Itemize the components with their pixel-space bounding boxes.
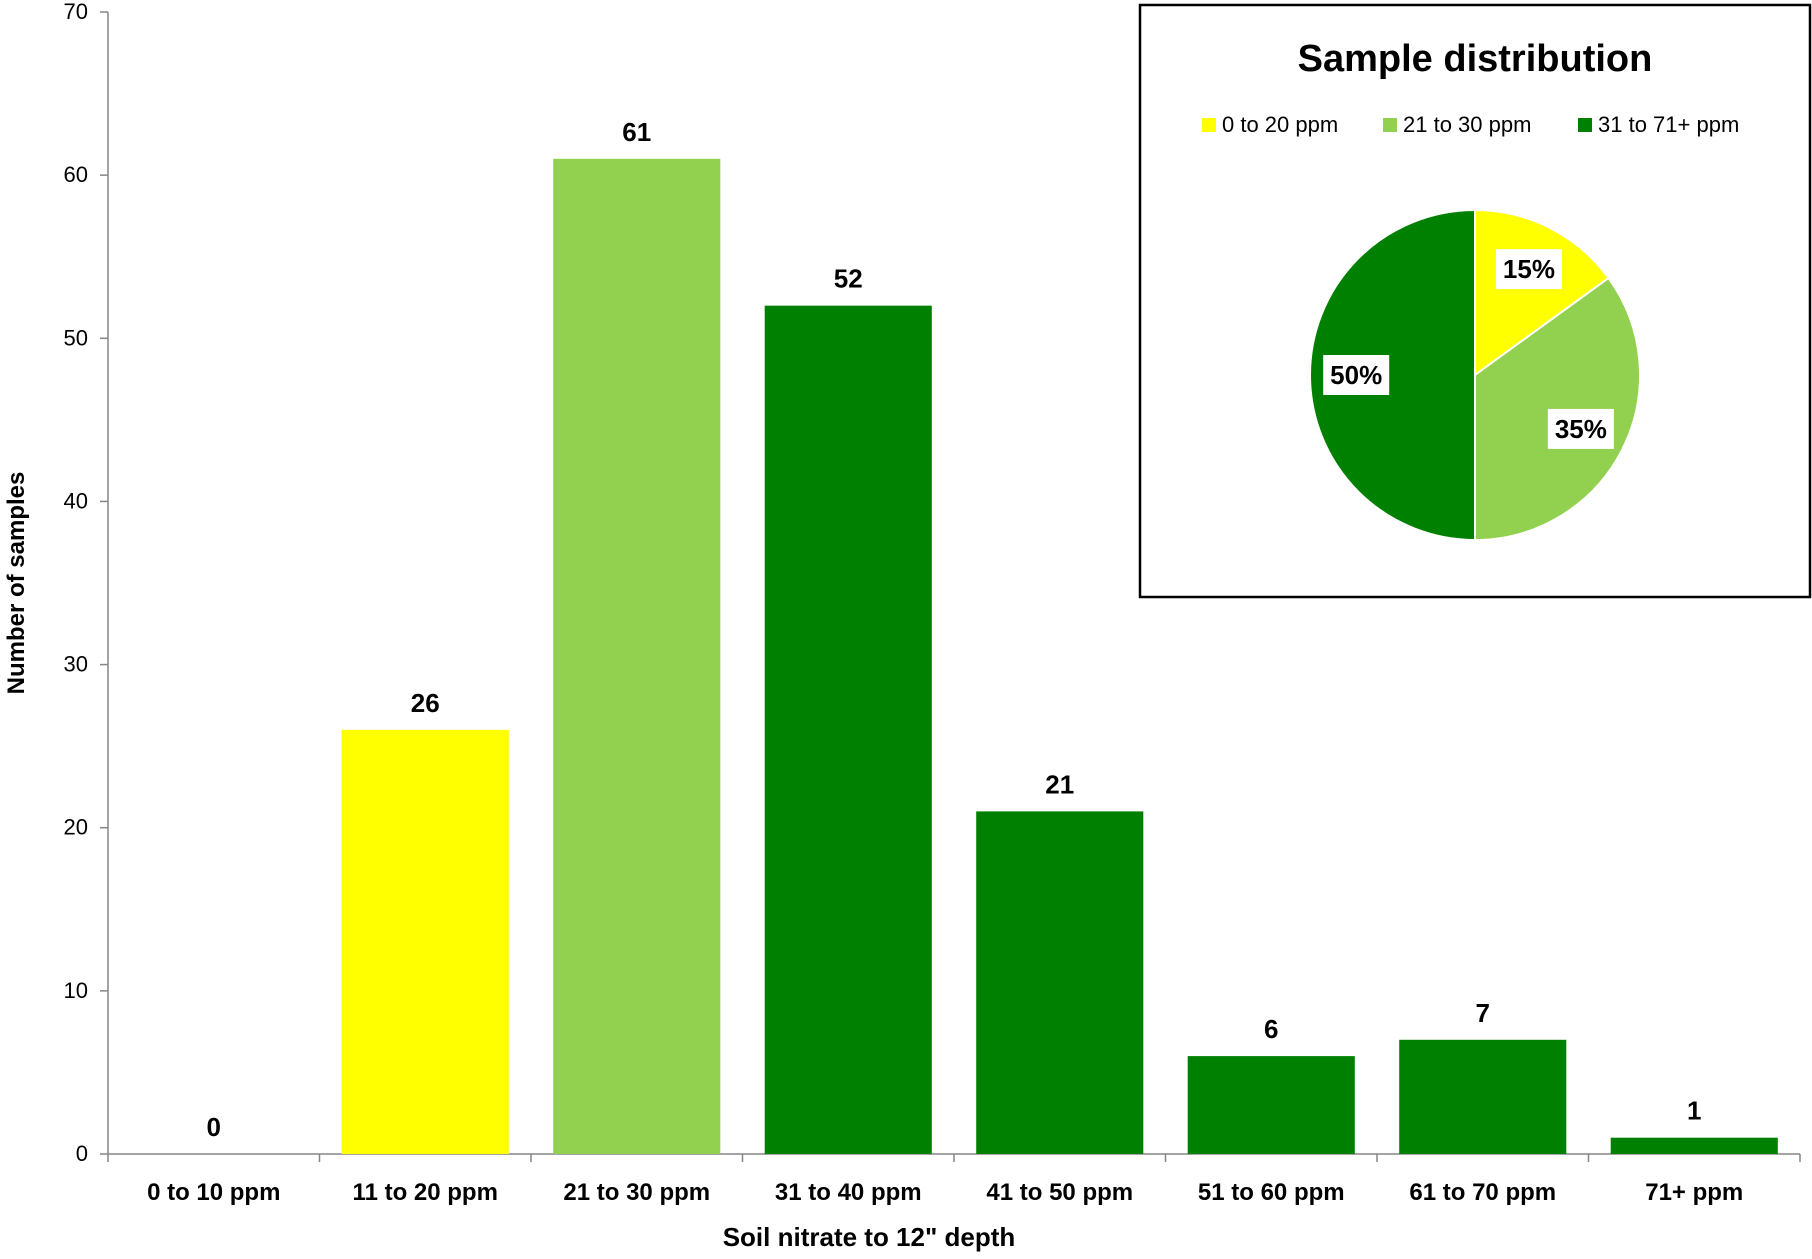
x-tick-label: 61 to 70 ppm bbox=[1409, 1179, 1556, 1206]
legend-swatch bbox=[1202, 118, 1216, 132]
x-tick-label: 0 to 10 ppm bbox=[147, 1179, 280, 1206]
x-tick-label: 31 to 40 ppm bbox=[775, 1179, 922, 1206]
pie-value-label: 35% bbox=[1555, 414, 1607, 444]
pie-inset: Sample distribution 0 to 20 ppm 21 to 30 … bbox=[1138, 3, 1812, 599]
pie-value-label-box bbox=[1323, 355, 1390, 395]
bar-value-label: 0 bbox=[207, 1112, 221, 1142]
pie-value-label: 50% bbox=[1330, 360, 1382, 390]
x-tick-label: 51 to 60 ppm bbox=[1198, 1179, 1345, 1206]
legend-label: 31 to 71+ ppm bbox=[1598, 112, 1739, 137]
legend-swatch bbox=[1383, 118, 1397, 132]
y-tick-label: 70 bbox=[64, 0, 88, 24]
pie-legend: 0 to 20 ppm 21 to 30 ppm 31 to 71+ ppm bbox=[1202, 112, 1739, 137]
y-tick-label: 0 bbox=[76, 1141, 88, 1166]
legend-swatch bbox=[1578, 118, 1592, 132]
y-tick-label: 30 bbox=[64, 652, 88, 677]
legend-label: 21 to 30 ppm bbox=[1403, 112, 1531, 137]
x-tick-label: 21 to 30 ppm bbox=[563, 1179, 710, 1206]
bar bbox=[976, 811, 1144, 1154]
y-tick-label: 20 bbox=[64, 815, 88, 840]
bar bbox=[341, 729, 509, 1154]
y-tick-label: 50 bbox=[64, 325, 88, 350]
pie-value-label-box bbox=[1495, 249, 1562, 290]
bar bbox=[1610, 1137, 1778, 1154]
x-tick-label: 71+ ppm bbox=[1645, 1179, 1743, 1206]
pie-value-label-box bbox=[1547, 408, 1614, 449]
bar-value-label: 26 bbox=[411, 688, 440, 718]
y-tick-label: 60 bbox=[64, 162, 88, 187]
bar-chart: 0 10 20 30 40 50 60 70 0 0 to 10 ppm 26 11 to 20 pp… bbox=[3, 0, 1801, 1252]
x-tick-label: 11 to 20 ppm bbox=[353, 1179, 498, 1206]
bar-value-label: 1 bbox=[1687, 1096, 1701, 1126]
pie-title: Sample distribution bbox=[1298, 38, 1653, 80]
bar-value-label: 7 bbox=[1476, 998, 1490, 1028]
x-axis-title: Soil nitrate to 12" depth bbox=[723, 1222, 1016, 1252]
bar-value-label: 61 bbox=[622, 117, 651, 147]
pie-value-label: 15% bbox=[1503, 254, 1555, 284]
bar-value-label: 52 bbox=[834, 264, 863, 294]
bar-value-label: 6 bbox=[1264, 1014, 1278, 1044]
y-axis-title: Number of samples bbox=[3, 472, 30, 695]
y-tick-label: 10 bbox=[64, 978, 88, 1003]
x-tick-label: 41 to 50 ppm bbox=[986, 1179, 1133, 1206]
pie-slice bbox=[1309, 208, 1476, 542]
bar bbox=[553, 158, 721, 1155]
pie-chart: 15% 35% 50% bbox=[1309, 208, 1641, 542]
bar bbox=[1187, 1056, 1355, 1154]
bar bbox=[764, 305, 932, 1155]
legend-label: 0 to 20 ppm bbox=[1222, 112, 1338, 137]
bar-value-label: 21 bbox=[1045, 769, 1074, 799]
y-tick-label: 40 bbox=[64, 488, 88, 513]
bar bbox=[1399, 1039, 1567, 1154]
